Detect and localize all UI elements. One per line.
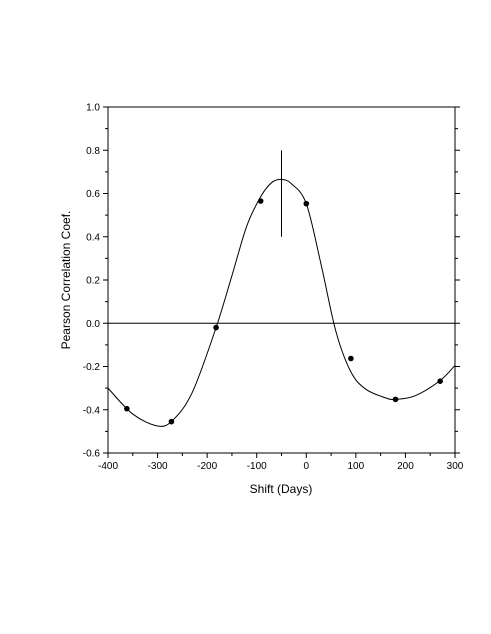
y-tick-label: -0.4: [83, 405, 101, 416]
axes-layer: -400 -300 -200 -100 0 100 200 300 -0.6 -0.4 -0.2 0.…: [83, 103, 464, 473]
data-point: [392, 396, 399, 403]
curve-layer: [107, 178, 456, 427]
x-tick-label: 100: [348, 461, 365, 472]
data-point: [168, 418, 175, 425]
y-tick-label: 0.6: [86, 189, 100, 200]
x-tick-label: -400: [98, 461, 118, 472]
y-tick-label: -0.6: [83, 449, 101, 460]
y-tick-label: 0.4: [86, 232, 100, 243]
x-tick-label: -100: [247, 461, 267, 472]
x-tick-label: 300: [447, 461, 464, 472]
x-tick-label: 200: [397, 461, 414, 472]
data-point: [213, 324, 219, 331]
y-tick-label: -0.2: [83, 362, 101, 373]
points-layer: [124, 198, 443, 425]
data-point: [257, 198, 264, 204]
plot-area: [107, 106, 456, 454]
x-axis-title: Shift (Days): [250, 482, 313, 496]
data-point: [124, 405, 130, 412]
data-point: [437, 378, 443, 385]
data-point: [303, 200, 310, 207]
x-tick-label: -200: [197, 461, 217, 472]
fit-curve: [107, 178, 456, 427]
x-tick-label: -300: [148, 461, 168, 472]
y-axis-title: Pearson Correlation Coef.: [59, 211, 73, 350]
x-tick-label: 0: [304, 461, 310, 472]
y-tick-label: 1.0: [86, 103, 100, 114]
y-tick-label: 0.0: [86, 319, 100, 330]
data-point: [348, 355, 354, 362]
y-tick-label: 0.8: [86, 146, 100, 157]
y-tick-label: 0.2: [86, 276, 100, 287]
